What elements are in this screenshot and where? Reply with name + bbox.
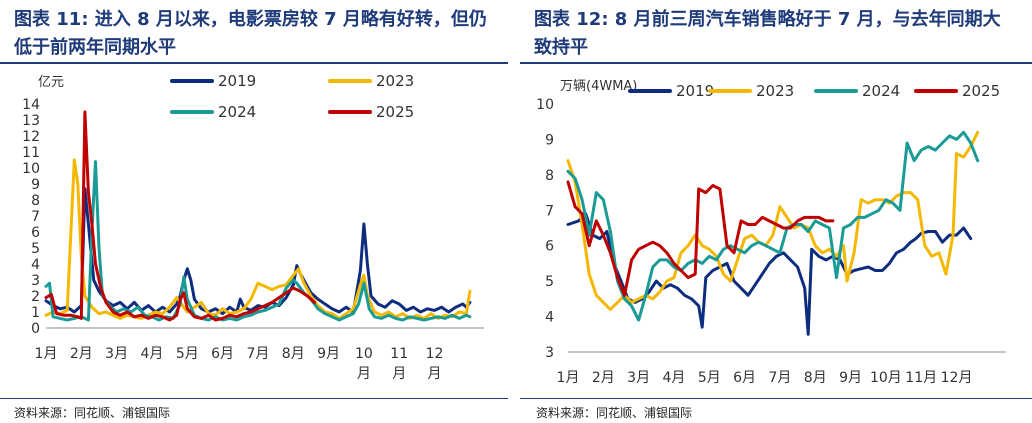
right-x-tick-label: 6月 [733, 370, 756, 386]
left-x-tick-label: 8月 [282, 346, 305, 362]
left-x-tick-label: 3月 [105, 346, 128, 362]
right-legend-label-2019: 2019 [676, 82, 714, 100]
right-legend-label-2023: 2023 [756, 82, 794, 100]
left-series-line-2023 [44, 158, 472, 320]
left-y-tick-label: 9 [31, 177, 40, 193]
left-x-tick-label: 9月 [317, 346, 340, 362]
right-figure-panel: 图表 12: 8 月前三周汽车销售略好于 7 月，与去年同期大致持平 万辆(4W… [520, 0, 1032, 423]
left-x-tick-label: 4月 [141, 346, 164, 362]
left-y-tick-label: 2 [31, 289, 40, 305]
right-figure-title-text: 8 月前三周汽车销售略好于 7 月，与去年同期大致持平 [534, 9, 1001, 58]
left-y-tick-label: 14 [22, 97, 40, 113]
right-x-tick-label: 1月 [557, 370, 580, 386]
left-y-tick-label: 5 [31, 241, 40, 257]
left-x-tick-label: 11 [390, 346, 408, 362]
right-y-tick-label: 10 [536, 97, 554, 113]
left-x-tick-label: 10 [355, 346, 373, 362]
left-x-tick-label-unit: 月 [357, 366, 371, 382]
right-x-tick-label: 3月 [627, 370, 650, 386]
right-series-line-2024 [566, 130, 980, 322]
right-x-tick-label: 2月 [592, 370, 615, 386]
right-y-tick-label: 6 [545, 239, 554, 255]
right-y-tick-label: 9 [545, 132, 554, 148]
right-title-rule [520, 62, 1032, 64]
right-y-tick-label: 5 [545, 274, 554, 290]
left-title-rule [0, 62, 508, 64]
left-y-tick-label: 10 [22, 161, 40, 177]
right-x-tick-label: 5月 [698, 370, 721, 386]
left-x-tick-label: 5月 [176, 346, 199, 362]
left-y-tick-label: 4 [31, 257, 40, 273]
left-legend-label-2024: 2024 [218, 103, 256, 121]
left-y-axis-label: 亿元 [38, 75, 64, 90]
left-x-tick-label: 2月 [70, 346, 93, 362]
right-auto-sales-chart: 万辆(4WMA) 3 4 5 6 7 8 9 10 1月 2月 3月 4月 5月 6月 7月 8月 9月 10月 11… [536, 79, 1006, 386]
right-series-line-2025 [566, 180, 835, 297]
right-source-note: 资料来源：同花顺、浦银国际 [536, 406, 693, 420]
left-figure-panel: 图表 11: 进入 8 月以来，电影票房较 7 月略有好转，但仍低于前两年同期水… [0, 0, 508, 423]
left-y-tick-label: 7 [31, 209, 40, 225]
right-source-rule [520, 398, 1032, 399]
left-y-tick-label: 0 [31, 321, 40, 337]
left-legend-label-2023: 2023 [376, 72, 414, 90]
right-y-tick-label: 8 [545, 168, 554, 184]
left-figure-title: 图表 11: 进入 8 月以来，电影票房较 7 月略有好转，但仍低于前两年同期水… [14, 6, 498, 62]
right-y-axis-label: 万辆(4WMA) [560, 79, 637, 94]
right-y-tick-label: 3 [545, 345, 554, 361]
left-series-line-2024 [44, 160, 472, 322]
left-legend-label-2025: 2025 [376, 103, 414, 121]
right-x-tick-label: 12月 [941, 370, 973, 386]
left-figure-label: 图表 11: [14, 9, 89, 30]
right-series-line-2019 [566, 212, 973, 336]
right-x-tick-label: 10月 [870, 370, 902, 386]
right-figure-title: 图表 12: 8 月前三周汽车销售略好于 7 月，与去年同期大致持平 [534, 6, 1018, 62]
right-figure-label: 图表 12: [534, 9, 609, 30]
left-series-line-2019 [44, 187, 472, 316]
right-x-tick-label: 9月 [839, 370, 862, 386]
left-x-tick-label: 12 [426, 346, 444, 362]
left-y-tick-label: 12 [22, 129, 40, 145]
left-y-tick-label: 1 [31, 305, 40, 321]
left-x-tick-label-unit: 月 [392, 366, 406, 382]
left-source-note: 资料来源：同花顺、浦银国际 [14, 406, 171, 420]
left-series-line-2025 [44, 110, 316, 322]
left-source-rule [0, 398, 508, 399]
right-x-tick-label: 8月 [804, 370, 827, 386]
left-x-tick-label: 7月 [246, 346, 269, 362]
left-figure-title-text: 进入 8 月以来，电影票房较 7 月略有好转，但仍低于前两年同期水平 [14, 9, 487, 58]
left-y-tick-label: 6 [31, 225, 40, 241]
left-x-tick-label: 1月 [35, 346, 58, 362]
left-y-tick-label: 8 [31, 193, 40, 209]
right-y-tick-label: 4 [545, 310, 554, 326]
left-y-tick-label: 3 [31, 273, 40, 289]
right-y-tick-label: 7 [545, 203, 554, 219]
right-series-line-2023 [566, 130, 980, 311]
right-x-tick-label: 4月 [663, 370, 686, 386]
left-x-tick-label: 6月 [211, 346, 234, 362]
right-legend-label-2025: 2025 [962, 82, 1000, 100]
right-x-tick-label: 7月 [768, 370, 791, 386]
left-y-tick-label: 13 [22, 113, 40, 129]
left-y-tick-label: 11 [22, 145, 40, 161]
left-legend-label-2019: 2019 [218, 72, 256, 90]
right-x-tick-label: 11月 [905, 370, 937, 386]
left-x-tick-label-unit: 月 [428, 366, 442, 382]
right-legend-label-2024: 2024 [862, 82, 900, 100]
